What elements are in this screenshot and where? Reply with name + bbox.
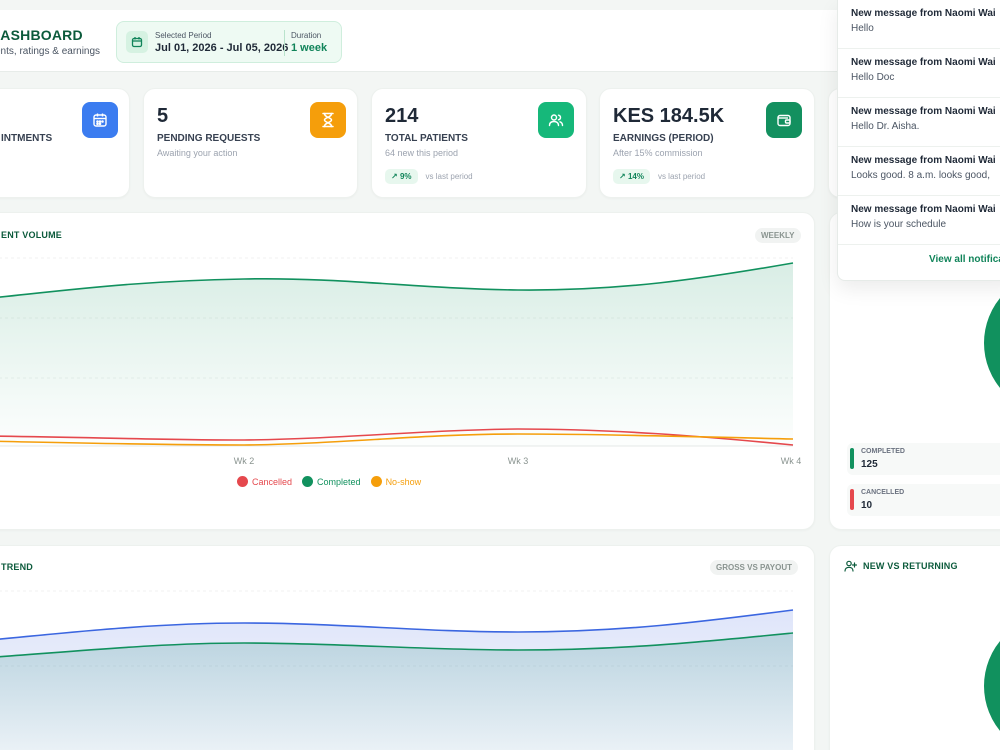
stat-sub: After 15% commission bbox=[613, 148, 703, 158]
notification-body: Looks good. 8 a.m. looks good, bbox=[851, 170, 990, 181]
chart-legend: Cancelled Completed No-show bbox=[237, 476, 421, 487]
period-selector[interactable]: Selected Period Jul 01, 2026 - Jul 05, 2… bbox=[116, 21, 342, 63]
volume-chart: Wk 2 Wk 3 Wk 4 bbox=[0, 257, 802, 466]
wallet-icon bbox=[766, 102, 802, 138]
cancelled-value: 10 bbox=[861, 500, 873, 511]
cancelled-label: CANCELLED bbox=[861, 489, 905, 496]
duration-label: Duration bbox=[291, 31, 322, 40]
notification-item[interactable]: New message from Naomi Wai Looks good. 8… bbox=[838, 147, 1000, 196]
legend-noshow[interactable]: No-show bbox=[370, 476, 422, 487]
stat-sub: 64 new this period bbox=[385, 148, 459, 158]
stat-label: EARNINGS (PERIOD) bbox=[613, 133, 714, 144]
tick-label-wk4: Wk 4 bbox=[781, 456, 802, 466]
notification-title: New message from Naomi Wai bbox=[851, 106, 996, 117]
period-label: Selected Period bbox=[155, 31, 212, 40]
earnings-trend-card: TREND GROSS VS PAYOUT bbox=[0, 545, 815, 750]
notification-body: Hello bbox=[851, 23, 874, 34]
cancelled-bar bbox=[850, 489, 854, 510]
legend-dot bbox=[237, 476, 248, 487]
notification-item[interactable]: New message from Naomi Wai Hello bbox=[838, 0, 1000, 49]
trend-row: ↗ 14% vs last period bbox=[613, 169, 705, 184]
tick-label-wk3: Wk 3 bbox=[508, 456, 529, 466]
notification-title: New message from Naomi Wai bbox=[851, 204, 996, 215]
duration-value: 1 week bbox=[291, 42, 328, 54]
tick-label-wk2: Wk 2 bbox=[234, 456, 255, 466]
period-value: Jul 01, 2026 - Jul 05, 2026 bbox=[155, 42, 289, 54]
users-icon bbox=[538, 102, 574, 138]
noshow-line bbox=[0, 433, 794, 446]
card-title: NEW VS RETURNING bbox=[863, 561, 958, 571]
stat-card-earnings[interactable]: KES 184.5K EARNINGS (PERIOD) After 15% c… bbox=[599, 88, 815, 198]
page-title: DASHBOARD bbox=[0, 27, 83, 43]
trend-note: vs last period bbox=[657, 172, 706, 181]
trend-value: 14% bbox=[627, 172, 644, 181]
stat-value: 5 bbox=[157, 105, 169, 127]
notification-title: New message from Naomi Wai bbox=[851, 57, 996, 68]
cancelled-stat: CANCELLED 10 bbox=[847, 484, 1000, 516]
legend-dot bbox=[370, 476, 382, 487]
trend-value: 9% bbox=[399, 172, 412, 181]
completed-line bbox=[0, 262, 794, 298]
stat-value: KES 184.5K bbox=[613, 105, 725, 127]
calendar-icon bbox=[82, 102, 118, 138]
payout-area bbox=[0, 633, 793, 750]
completed-label: COMPLETED bbox=[861, 448, 905, 455]
notifications-dropdown: New message from Naomi Wai Hello New mes… bbox=[837, 0, 1000, 281]
legend-dot bbox=[302, 476, 314, 487]
page-subtitle: tients, ratings & earnings bbox=[0, 46, 101, 57]
donut-completed bbox=[984, 298, 1000, 388]
notification-body: How is your schedule bbox=[851, 219, 947, 230]
completed-bar bbox=[850, 448, 854, 469]
gross-line bbox=[0, 609, 794, 640]
notification-body: Hello Doc bbox=[851, 72, 895, 83]
top-bar: DASHBOARD tients, ratings & earnings Sel… bbox=[0, 10, 1000, 72]
chart-title: ENT VOLUME bbox=[1, 230, 63, 240]
stat-card-total-patients[interactable]: 214 TOTAL PATIENTS 64 new this period ↗ … bbox=[371, 88, 587, 198]
view-all-notifications-link[interactable]: View all notifica bbox=[929, 254, 1000, 265]
legend-label: Completed bbox=[317, 476, 361, 487]
stat-label: PENDING REQUESTS bbox=[157, 133, 261, 144]
stat-card-pending-requests[interactable]: 5 PENDING REQUESTS Awaiting your action bbox=[143, 88, 358, 198]
notification-title: New message from Naomi Wai bbox=[851, 8, 996, 19]
user-plus-icon bbox=[844, 560, 857, 572]
calendar-icon bbox=[126, 31, 148, 53]
donut-segment bbox=[984, 641, 1000, 731]
notification-item[interactable]: New message from Naomi Wai How is your s… bbox=[838, 196, 1000, 245]
stat-card-appointments[interactable]: INTMENTS bbox=[0, 88, 130, 198]
chart-title: TREND bbox=[1, 562, 33, 572]
stat-label: TOTAL PATIENTS bbox=[385, 133, 468, 144]
hourglass-icon bbox=[310, 102, 346, 138]
card-header: NEW VS RETURNING bbox=[844, 560, 958, 572]
trend-row: ↗ 9% vs last period bbox=[385, 169, 473, 184]
divider bbox=[284, 30, 285, 56]
notification-item[interactable]: New message from Naomi Wai Hello Dr. Ais… bbox=[838, 98, 1000, 147]
gross-vs-payout-badge[interactable]: GROSS VS PAYOUT bbox=[710, 560, 799, 575]
notification-body: Hello Dr. Aisha. bbox=[851, 121, 920, 132]
payout-line bbox=[0, 632, 794, 658]
weekly-badge[interactable]: WEEKLY bbox=[755, 228, 801, 243]
legend-label: No-show bbox=[385, 476, 422, 487]
completed-area bbox=[0, 263, 793, 446]
trend-chart bbox=[0, 590, 794, 750]
completed-stat: COMPLETED 125 bbox=[847, 443, 1000, 475]
appointment-volume-card: ENT VOLUME WEEKLY Wk 2 Wk 3 Wk 4 Cancell… bbox=[0, 212, 815, 530]
legend-completed[interactable]: Completed bbox=[302, 476, 361, 487]
trend-pill: ↗ 14% bbox=[613, 169, 650, 184]
trend-note: vs last period bbox=[425, 172, 473, 181]
cancelled-line bbox=[0, 428, 794, 446]
stat-sub: Awaiting your action bbox=[157, 148, 238, 158]
legend-cancelled[interactable]: Cancelled bbox=[237, 476, 292, 487]
stat-label: INTMENTS bbox=[1, 133, 53, 144]
trend-pill: ↗ 9% bbox=[385, 169, 418, 184]
completed-value: 125 bbox=[861, 459, 878, 470]
status-donut bbox=[984, 298, 1000, 388]
legend-label: Cancelled bbox=[252, 476, 293, 487]
new-vs-returning-card: NEW VS RETURNING bbox=[829, 545, 1000, 750]
brand: DASHBOARD tients, ratings & earnings bbox=[0, 27, 100, 57]
stat-value: 214 bbox=[385, 105, 419, 127]
new-returning-donut bbox=[984, 641, 1000, 731]
notification-item[interactable]: New message from Naomi Wai Hello Doc bbox=[838, 49, 1000, 98]
notification-title: New message from Naomi Wai bbox=[851, 155, 996, 166]
